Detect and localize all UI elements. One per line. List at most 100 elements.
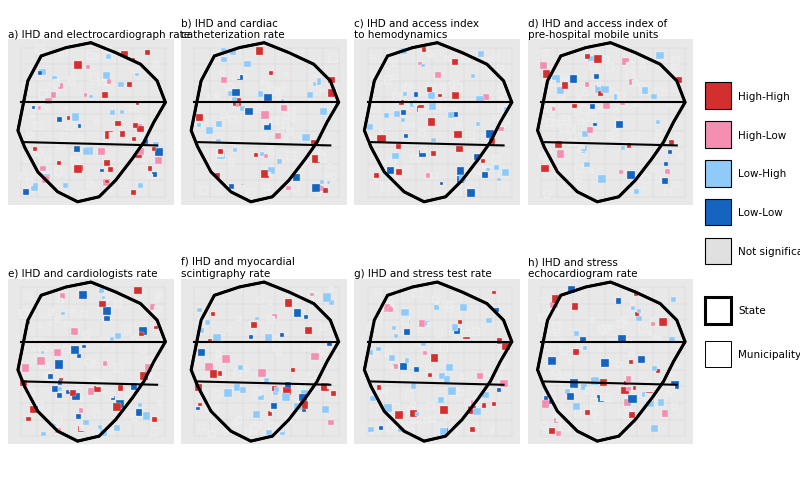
Bar (55, 428, 61, 433)
Bar (120, 180, 127, 187)
Bar (245, 367, 249, 371)
Bar (545, 148, 551, 154)
Bar (268, 148, 274, 155)
Bar (142, 165, 148, 172)
Bar (136, 409, 142, 416)
Bar (478, 52, 484, 58)
Bar (263, 155, 268, 159)
Bar (199, 424, 205, 430)
Bar (157, 292, 161, 297)
Bar (41, 351, 44, 354)
Bar (233, 149, 237, 153)
Bar (550, 112, 554, 116)
Bar (498, 374, 501, 378)
Bar (307, 93, 314, 99)
Bar (287, 109, 294, 116)
Bar (419, 151, 426, 158)
Bar (95, 142, 99, 146)
Bar (664, 162, 668, 167)
Bar (676, 365, 679, 369)
Bar (390, 419, 394, 422)
Bar (63, 184, 68, 189)
Bar (134, 384, 138, 388)
Bar (402, 86, 406, 91)
Bar (374, 174, 379, 179)
Bar (199, 329, 204, 333)
Bar (556, 416, 562, 421)
Bar (131, 336, 138, 343)
Bar (656, 53, 664, 60)
Bar (459, 304, 467, 311)
Bar (429, 53, 434, 58)
Bar (282, 123, 290, 130)
Bar (322, 406, 329, 413)
Bar (570, 380, 578, 388)
Bar (216, 352, 221, 357)
Bar (606, 63, 614, 72)
Bar (675, 182, 680, 188)
Bar (418, 328, 422, 333)
Bar (497, 338, 502, 344)
Bar (499, 360, 506, 366)
Bar (491, 402, 496, 406)
Bar (394, 112, 400, 117)
Bar (631, 81, 638, 87)
Bar (581, 107, 589, 115)
Bar (466, 132, 474, 140)
Bar (672, 58, 679, 66)
Polygon shape (182, 279, 347, 444)
Bar (494, 166, 499, 171)
Bar (67, 124, 74, 131)
Bar (198, 320, 205, 326)
Bar (35, 303, 39, 307)
Bar (74, 147, 80, 153)
Bar (86, 180, 92, 186)
Bar (422, 342, 426, 347)
Bar (251, 322, 257, 328)
Text: b) IHD and cardiac
catheterization rate: b) IHD and cardiac catheterization rate (182, 18, 285, 39)
Bar (415, 412, 419, 416)
Bar (450, 429, 457, 436)
Bar (228, 190, 232, 193)
Bar (590, 105, 595, 110)
Bar (133, 124, 138, 129)
Bar (427, 86, 435, 93)
Bar (557, 94, 565, 101)
Bar (214, 174, 220, 179)
Bar (299, 394, 307, 402)
Bar (438, 95, 442, 98)
Bar (622, 59, 629, 66)
Bar (446, 306, 452, 312)
Bar (70, 390, 75, 396)
Bar (256, 109, 262, 114)
Bar (241, 74, 246, 80)
Bar (554, 418, 559, 423)
Bar (312, 156, 320, 164)
Bar (233, 99, 241, 107)
FancyBboxPatch shape (706, 200, 731, 226)
Bar (34, 343, 40, 349)
Bar (230, 185, 234, 190)
Bar (255, 317, 258, 321)
Bar (602, 87, 609, 94)
Bar (270, 429, 278, 436)
Bar (614, 110, 618, 113)
Bar (210, 412, 218, 420)
Bar (590, 318, 594, 323)
Bar (389, 356, 395, 361)
Bar (571, 303, 578, 310)
Bar (668, 102, 672, 107)
Bar (399, 363, 407, 370)
Bar (413, 100, 418, 106)
Bar (151, 173, 157, 178)
Bar (31, 115, 34, 118)
Bar (228, 85, 234, 90)
Bar (608, 339, 614, 345)
Bar (196, 407, 200, 410)
Bar (240, 107, 246, 111)
Bar (289, 51, 294, 57)
Bar (430, 416, 435, 422)
Bar (256, 48, 263, 56)
Bar (391, 171, 394, 175)
Bar (39, 70, 46, 76)
